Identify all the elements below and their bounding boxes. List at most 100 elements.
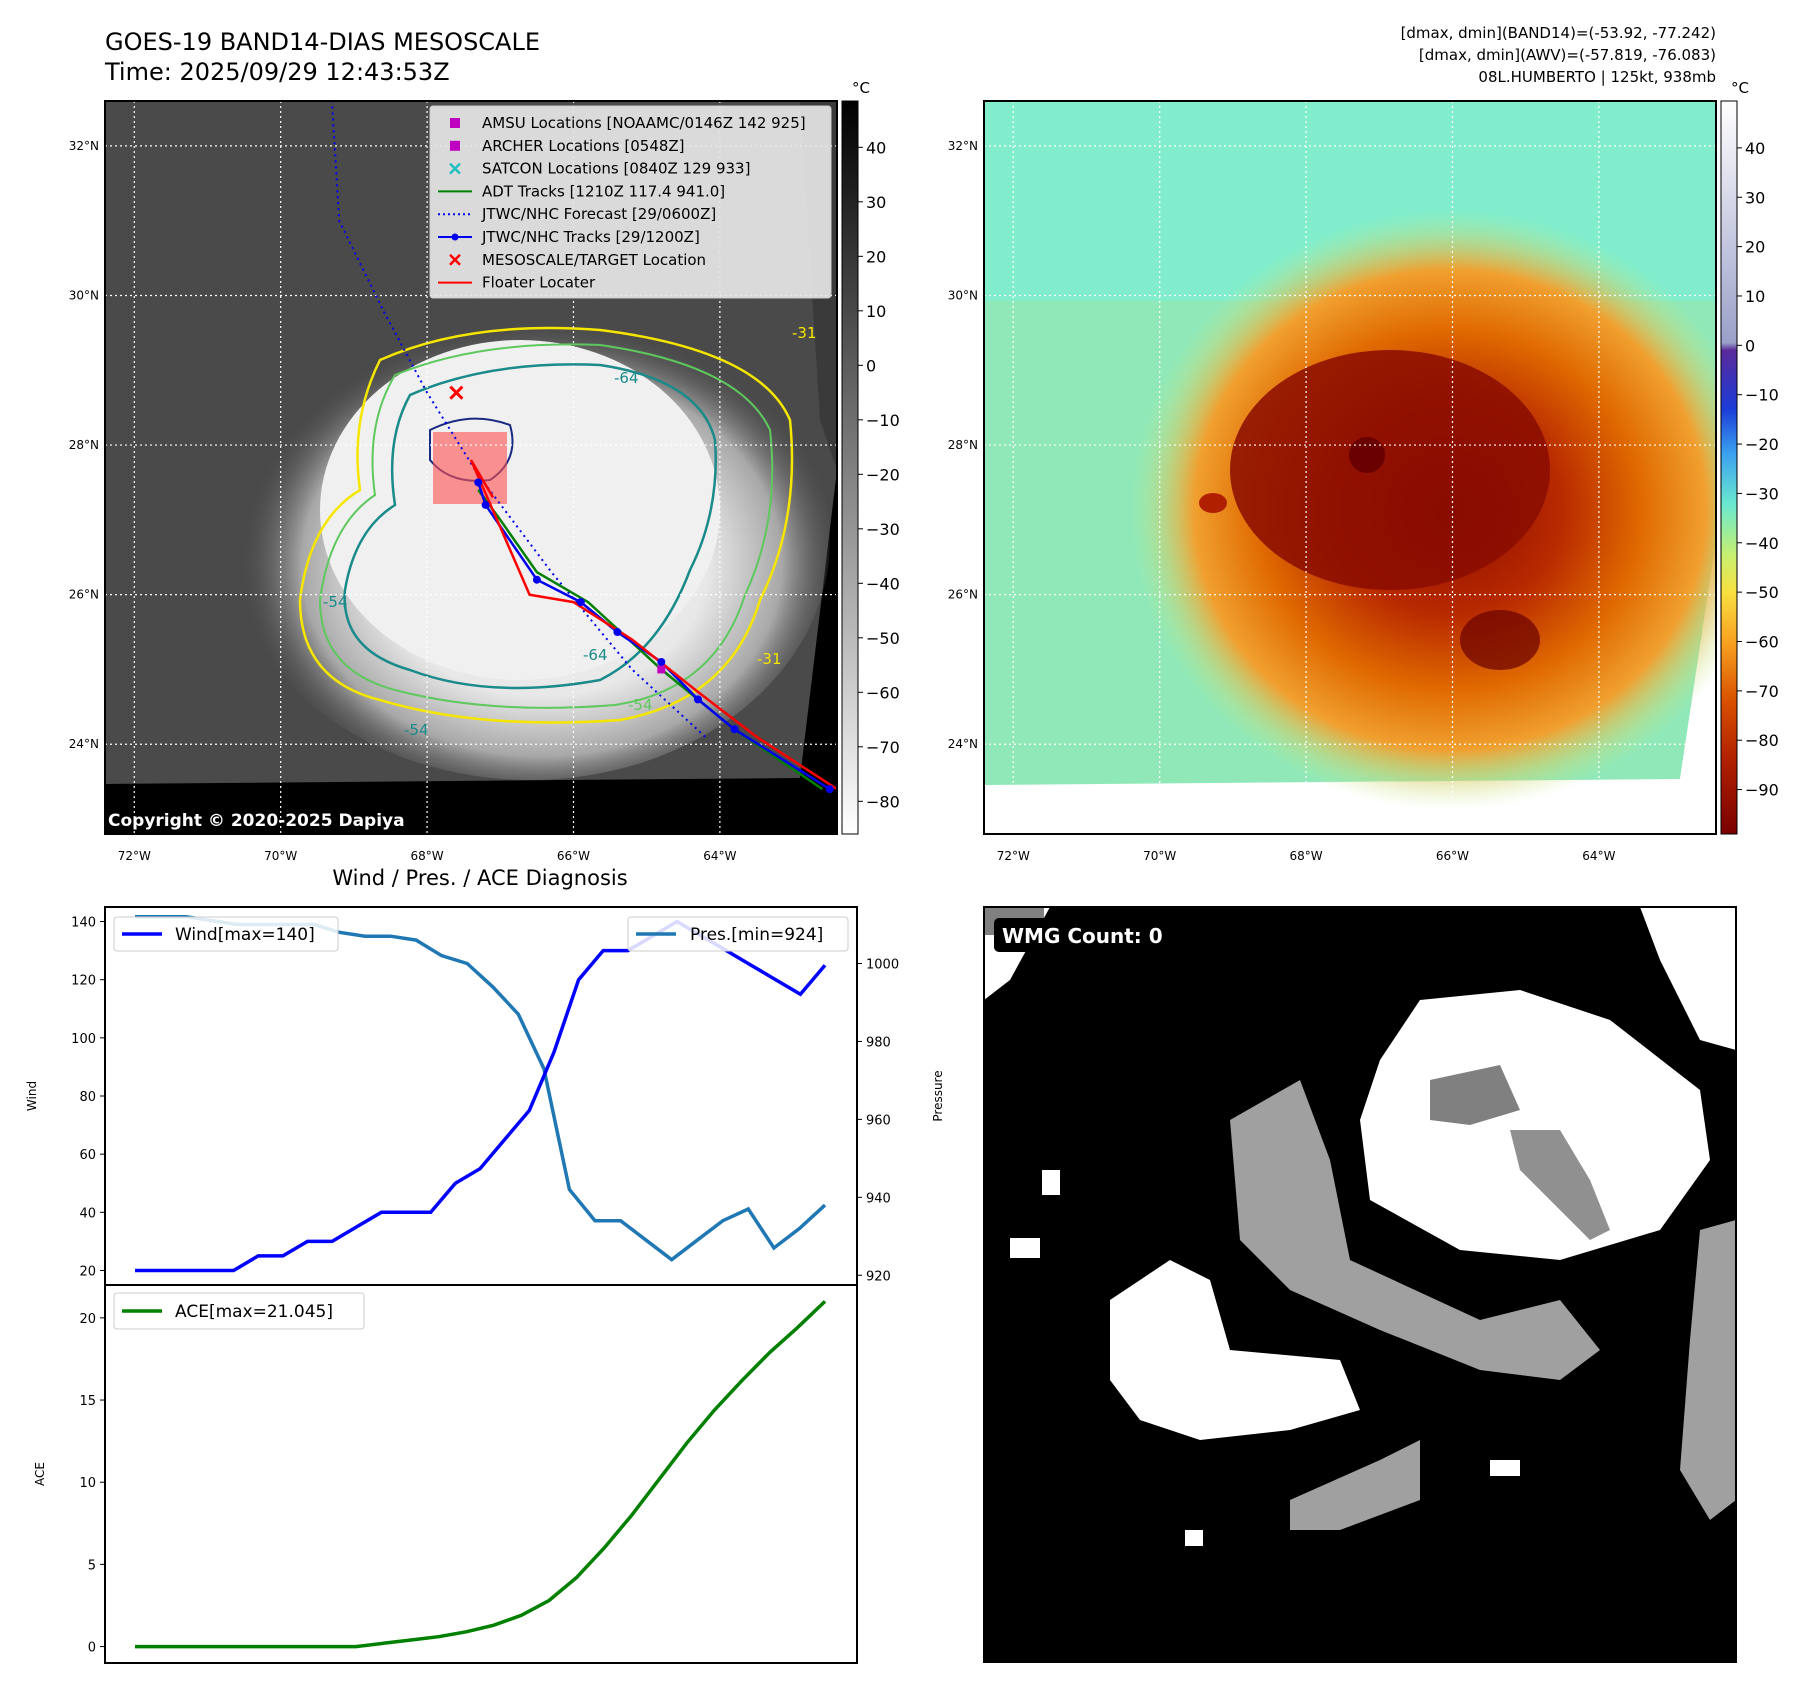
jtwc-track-point xyxy=(474,478,483,487)
lon-tick-label: 68°W xyxy=(1290,849,1323,863)
wmg-panel: WMG Count: 0 xyxy=(983,906,1737,1663)
stats-band14: [dmax, dmin](BAND14)=(-53.92, -77.242) xyxy=(1401,24,1716,42)
pressure-tick-label: 1000 xyxy=(866,958,899,973)
lon-tick-label: 66°W xyxy=(1436,849,1469,863)
ir-swath-edge xyxy=(105,470,837,834)
gray-colorbar: °C 40 30 20 10 0 −10 −20 −30 −40 −50 −60 −70 −80 xyxy=(841,79,900,835)
colorbar-tick-label: −30 xyxy=(1745,484,1779,503)
wmg-speck xyxy=(1010,1238,1040,1258)
legend-label: Floater Locater xyxy=(482,274,596,292)
wind-tick-label: 120 xyxy=(71,974,96,989)
lon-tick-label: 70°W xyxy=(1143,849,1176,863)
colorbar-tick-label: −80 xyxy=(866,792,900,811)
lon-tick-label: 72°W xyxy=(118,849,151,863)
contour-label: -54 xyxy=(628,696,653,714)
wmg-count-label: WMG Count: 0 xyxy=(1002,924,1163,948)
lat-tick-label: 32°N xyxy=(69,139,99,153)
amsu-point xyxy=(657,665,666,674)
contour-label: -54 xyxy=(404,721,429,739)
lat-tick-label: 24°N xyxy=(948,737,978,751)
diagnosis-panel: Wind / Pres. / ACE Diagnosis 20406080100… xyxy=(25,866,945,1664)
wmg-dark-gray-patch xyxy=(1430,1065,1520,1125)
pressure-ylabel: Pressure xyxy=(931,1070,945,1121)
colorbar-tick-label: −40 xyxy=(1745,534,1779,553)
legend-marker-dot xyxy=(451,233,459,241)
pressure-tick-label: 960 xyxy=(866,1113,891,1128)
amsu-marker xyxy=(657,665,666,674)
wmg-speck xyxy=(1185,1530,1203,1546)
lon-tick-label: 70°W xyxy=(264,849,297,863)
wind-ylabel: Wind xyxy=(25,1081,39,1111)
ace-ylabel: ACE xyxy=(33,1462,47,1486)
wmg-gray-region-lower xyxy=(1290,1440,1420,1530)
ace-tick-label: 20 xyxy=(79,1312,96,1327)
colorbar-tick-label: −50 xyxy=(866,629,900,648)
colorbar-tick-label: 0 xyxy=(866,356,876,375)
legend-items: AMSU Locations [NOAAMC/0146Z 142 925] ARC… xyxy=(438,114,806,292)
wind-tick-label: 40 xyxy=(79,1206,96,1221)
lat-tick-label: 32°N xyxy=(948,139,978,153)
legend-label: AMSU Locations [NOAAMC/0146Z 142 925] xyxy=(482,114,806,132)
ace-legend-label: ACE[max=21.045] xyxy=(175,1302,333,1322)
legend-marker-square xyxy=(450,118,460,128)
jtwc-track-point xyxy=(613,628,622,637)
lon-tick-label: 68°W xyxy=(411,849,444,863)
ace-tick-label: 10 xyxy=(79,1476,96,1491)
wind-legend-box xyxy=(113,916,339,952)
lat-tick-label: 28°N xyxy=(948,438,978,452)
colorbar-tick-label: −10 xyxy=(866,411,900,430)
lat-tick-label: 26°N xyxy=(948,588,978,602)
wind-legend-label: Wind[max=140] xyxy=(175,925,315,945)
legend-marker-x xyxy=(449,162,461,175)
wind-tick-label: 140 xyxy=(71,916,96,931)
figure-title: GOES-19 BAND14-DIAS MESOSCALE xyxy=(105,28,540,56)
color-colorbar-ticks: 40 30 20 10 0 −10 −20 −30 −40 −50 −60 −70 −80 −90 xyxy=(1737,139,1779,800)
ir-map-axis-labels: 72°W 70°W 68°W 66°W 64°W 32°N 30°N 28°N 26°N 24°N xyxy=(69,139,737,863)
colorbar-tick-label: 30 xyxy=(1745,188,1765,207)
wind-axis: 20 40 60 80 100 120 140 xyxy=(71,916,105,1279)
ace-axis: 0 5 10 15 20 xyxy=(79,1312,105,1656)
colorbar-tick-label: −60 xyxy=(1745,632,1779,651)
gray-colorbar-gradient xyxy=(841,100,859,835)
wind-tick-label: 100 xyxy=(71,1032,96,1047)
contour-label: -64 xyxy=(614,369,639,387)
pressure-axis: 920 940 960 980 1000 xyxy=(857,958,899,1284)
pressure-legend: Pres.[min=924] xyxy=(627,916,849,952)
wmg-label-box xyxy=(994,918,1172,952)
wmg-speck xyxy=(1490,1460,1520,1476)
wmg-white-top-right xyxy=(1640,907,1736,1050)
pressure-legend-box xyxy=(627,916,849,952)
color-map-panel: 72°W 70°W 68°W 66°W 64°W 32°N 30°N 28°N 26°N 24°N xyxy=(948,100,1717,863)
colorbar-tick-label: −70 xyxy=(866,738,900,757)
color-map-nodata xyxy=(984,540,1716,834)
color-map-frame xyxy=(983,100,1717,835)
contour-teal xyxy=(343,363,717,690)
lon-tick-label: 64°W xyxy=(703,849,736,863)
wmg-white-upper xyxy=(1360,990,1710,1260)
stats-awv: [dmax, dmin](AWV)=(-57.819, -76.083) xyxy=(1419,46,1716,64)
lat-tick-label: 30°N xyxy=(948,288,978,302)
stats-storm: 08L.HUMBERTO | 125kt, 938mb xyxy=(1478,68,1716,86)
jtwc-track-point xyxy=(693,695,702,704)
ir-map-panel: -31 -54 -64 -54 -64 -54 -31 Copyright © … xyxy=(69,100,838,863)
colorbar-tick-label: 40 xyxy=(1745,139,1765,158)
target-marker xyxy=(449,385,464,400)
legend-label: JTWC/NHC Forecast [29/0600Z] xyxy=(481,205,716,223)
gray-colorbar-ticks: 40 30 20 10 0 −10 −20 −30 −40 −50 −60 −70 −80 xyxy=(858,138,900,811)
mesoscale-box xyxy=(433,432,507,504)
colorbar-tick-label: 20 xyxy=(866,247,886,266)
wind-pres-frame xyxy=(104,906,858,1286)
ace-tick-label: 5 xyxy=(88,1558,96,1573)
diagnosis-title: Wind / Pres. / ACE Diagnosis xyxy=(332,866,627,890)
ace-legend-box xyxy=(113,1292,365,1330)
color-colorbar: °C 40 30 20 10 0 −10 −20 −30 −40 −50 −60 −70 −80 −90 xyxy=(1720,79,1779,835)
jtwc-track-point xyxy=(481,500,490,509)
legend-marker-x xyxy=(449,253,461,266)
legend-label: SATCON Locations [0840Z 129 933] xyxy=(482,160,750,178)
lon-tick-label: 66°W xyxy=(557,849,590,863)
colorbar-tick-label: 30 xyxy=(866,193,886,212)
pressure-legend-label: Pres.[min=924] xyxy=(690,925,823,945)
wind-tick-label: 20 xyxy=(79,1264,96,1279)
wind-legend: Wind[max=140] xyxy=(113,916,339,952)
